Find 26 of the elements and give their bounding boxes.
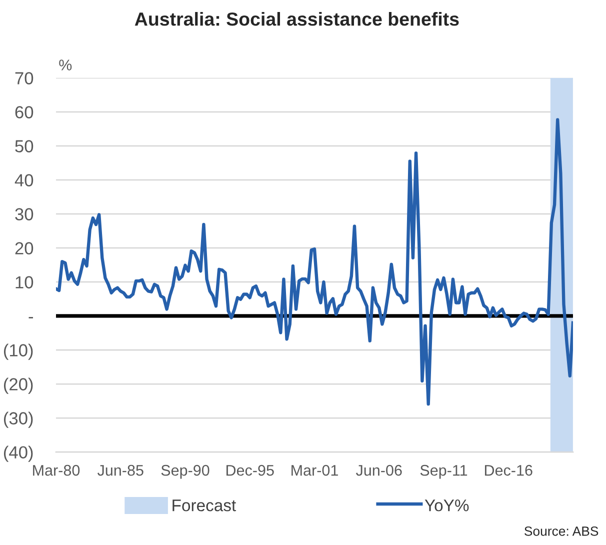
- source-note: Source: ABS: [524, 526, 598, 536]
- x-tick-label: Dec-16: [484, 464, 532, 476]
- y-tick-label: (30): [4, 412, 33, 428]
- y-tick-label: (10): [4, 344, 33, 360]
- y-tick-label: -: [28, 316, 33, 318]
- y-tick-label: 40: [14, 174, 34, 186]
- x-tick-label: Sep-11: [420, 464, 468, 479]
- x-tick-label: Dec-95: [226, 464, 274, 476]
- x-tick-label: Mar-80: [33, 464, 80, 476]
- line-series: [56, 118, 573, 406]
- y-tick-label: 60: [15, 106, 34, 118]
- y-tick-label: 50: [15, 140, 34, 152]
- x-tick-label: Mar-01: [292, 464, 338, 476]
- y-tick-label: (40): [4, 446, 33, 462]
- y-tick-label: (20): [4, 378, 33, 394]
- y-tick-label: 10: [16, 276, 34, 288]
- y-tick-label: 20: [15, 242, 34, 254]
- y-axis-title: %: [59, 60, 72, 70]
- legend-label: Forecast: [172, 500, 236, 512]
- x-tick-label: Jun-85: [98, 464, 144, 476]
- y-tick-label: 30: [15, 208, 34, 220]
- y-tick-label: 70: [15, 72, 34, 84]
- chart-title: Australia: Social assistance benefits: [134, 12, 459, 26]
- legend-label: YoY%: [424, 500, 469, 512]
- x-tick-label: Jun-06: [356, 464, 402, 476]
- x-tick-label: Sep-90: [161, 464, 210, 479]
